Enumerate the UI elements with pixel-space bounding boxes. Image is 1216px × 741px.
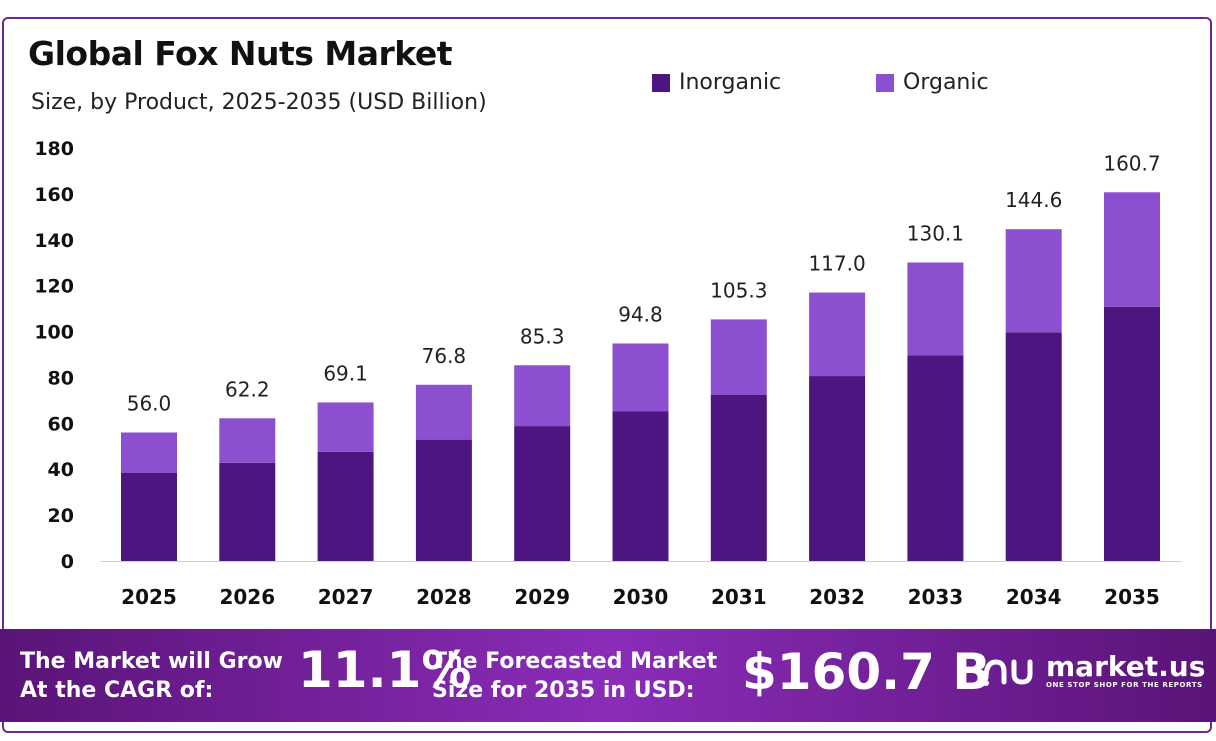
brand-name: market.us <box>1046 650 1206 683</box>
bar-total-label: 69.1 <box>323 361 368 385</box>
bar-segment-inorganic <box>710 394 767 561</box>
x-tick-label: 2027 <box>318 585 374 609</box>
forecast-label-line1: The Forecasted Market <box>432 649 718 674</box>
legend-label-organic: Organic <box>903 70 989 95</box>
y-tick-label: 180 <box>34 138 74 160</box>
x-tick-label: 2030 <box>613 585 669 609</box>
bar-total-label: 144.6 <box>1005 188 1062 212</box>
x-tick-label: 2029 <box>514 585 570 609</box>
x-tick-label: 2034 <box>1006 585 1062 609</box>
forecast-value: $160.7 B <box>742 643 991 701</box>
x-tick-label: 2031 <box>711 585 767 609</box>
bar-segment-inorganic <box>415 439 472 561</box>
x-tick-label: 2028 <box>416 585 472 609</box>
brand-tagline: ONE STOP SHOP FOR THE REPORTS <box>1046 681 1203 689</box>
bar-segment-inorganic <box>1104 306 1160 561</box>
bar-segment-organic <box>1104 192 1160 307</box>
bar-total-label: 94.8 <box>618 302 663 326</box>
bar-total-label: 76.8 <box>422 344 467 368</box>
bar-segment-inorganic <box>809 376 866 561</box>
bar-segment-organic <box>317 402 374 452</box>
cagr-label-line1: The Market will Grow <box>20 649 283 674</box>
bar-total-label: 160.7 <box>1103 151 1160 175</box>
chart-subtitle: Size, by Product, 2025-2035 (USD Billion… <box>31 90 487 115</box>
bar-segment-organic <box>809 292 866 377</box>
bar-segment-inorganic <box>514 426 571 561</box>
market-us-logo-icon <box>983 659 1033 686</box>
bar-segment-inorganic <box>121 472 177 561</box>
bar-segment-inorganic <box>612 411 669 561</box>
forecast-label-line2: Size for 2035 in USD: <box>432 678 695 703</box>
bar-total-label: 62.2 <box>225 377 270 401</box>
brand-logo: market.us ONE STOP SHOP FOR THE REPORTS <box>982 653 1205 689</box>
legend-label-inorganic: Inorganic <box>679 70 782 95</box>
bar-segment-inorganic <box>219 462 276 561</box>
bar-segment-organic <box>514 365 571 427</box>
forecast-label: The Forecasted Market Size for 2035 in U… <box>432 647 717 705</box>
x-tick-label: 2026 <box>219 585 275 609</box>
bar-segment-organic <box>219 418 276 463</box>
bar-segment-organic <box>1005 229 1062 333</box>
legend-item-inorganic: Inorganic <box>652 70 781 95</box>
bar-segment-organic <box>907 262 964 356</box>
bar-total-label: 85.3 <box>520 324 565 348</box>
legend-swatch-organic <box>876 73 894 92</box>
cagr-label: The Market will Grow At the CAGR of: <box>20 647 283 705</box>
x-tick-label: 2025 <box>121 585 177 609</box>
x-tick-label: 2033 <box>908 585 964 609</box>
x-tick-label: 2035 <box>1104 585 1160 609</box>
y-tick-label: 140 <box>34 230 74 252</box>
bar-total-label: 56.0 <box>127 392 172 416</box>
y-tick-label: 60 <box>48 413 74 435</box>
y-tick-label: 160 <box>34 184 74 206</box>
bar-chart: 0 20 40 60 80 100 120 140 160 180 56.0 2025 62.2 2026… <box>34 138 1182 609</box>
bar-segment-inorganic <box>907 355 964 561</box>
y-tick-label: 100 <box>34 322 74 344</box>
bar-segment-organic <box>612 343 669 412</box>
x-tick-label: 2032 <box>809 585 865 609</box>
y-tick-label: 120 <box>34 276 74 298</box>
bar-segment-inorganic <box>317 451 374 561</box>
legend-swatch-inorganic <box>652 73 670 92</box>
bar-segment-organic <box>710 319 767 395</box>
bar-total-label: 130.1 <box>907 221 964 245</box>
footer-banner: The Market will Grow At the CAGR of: 11.… <box>0 629 1216 722</box>
y-tick-label: 40 <box>48 459 74 481</box>
brand-text-block: market.us ONE STOP SHOP FOR THE REPORTS <box>1046 650 1206 690</box>
bar-total-label: 105.3 <box>710 278 767 302</box>
bar-total-label: 117.0 <box>808 252 865 276</box>
bar-segment-organic <box>121 432 177 473</box>
chart-title: Global Fox Nuts Market <box>28 34 453 73</box>
y-tick-label: 0 <box>61 551 74 573</box>
legend-item-organic: Organic <box>876 70 989 95</box>
y-tick-label: 80 <box>48 367 74 389</box>
y-tick-label: 20 <box>48 505 74 527</box>
bar-segment-organic <box>415 384 472 440</box>
bar-segment-inorganic <box>1005 332 1062 561</box>
cagr-label-line2: At the CAGR of: <box>20 678 214 703</box>
cagr-value: 11.1% <box>298 641 472 699</box>
